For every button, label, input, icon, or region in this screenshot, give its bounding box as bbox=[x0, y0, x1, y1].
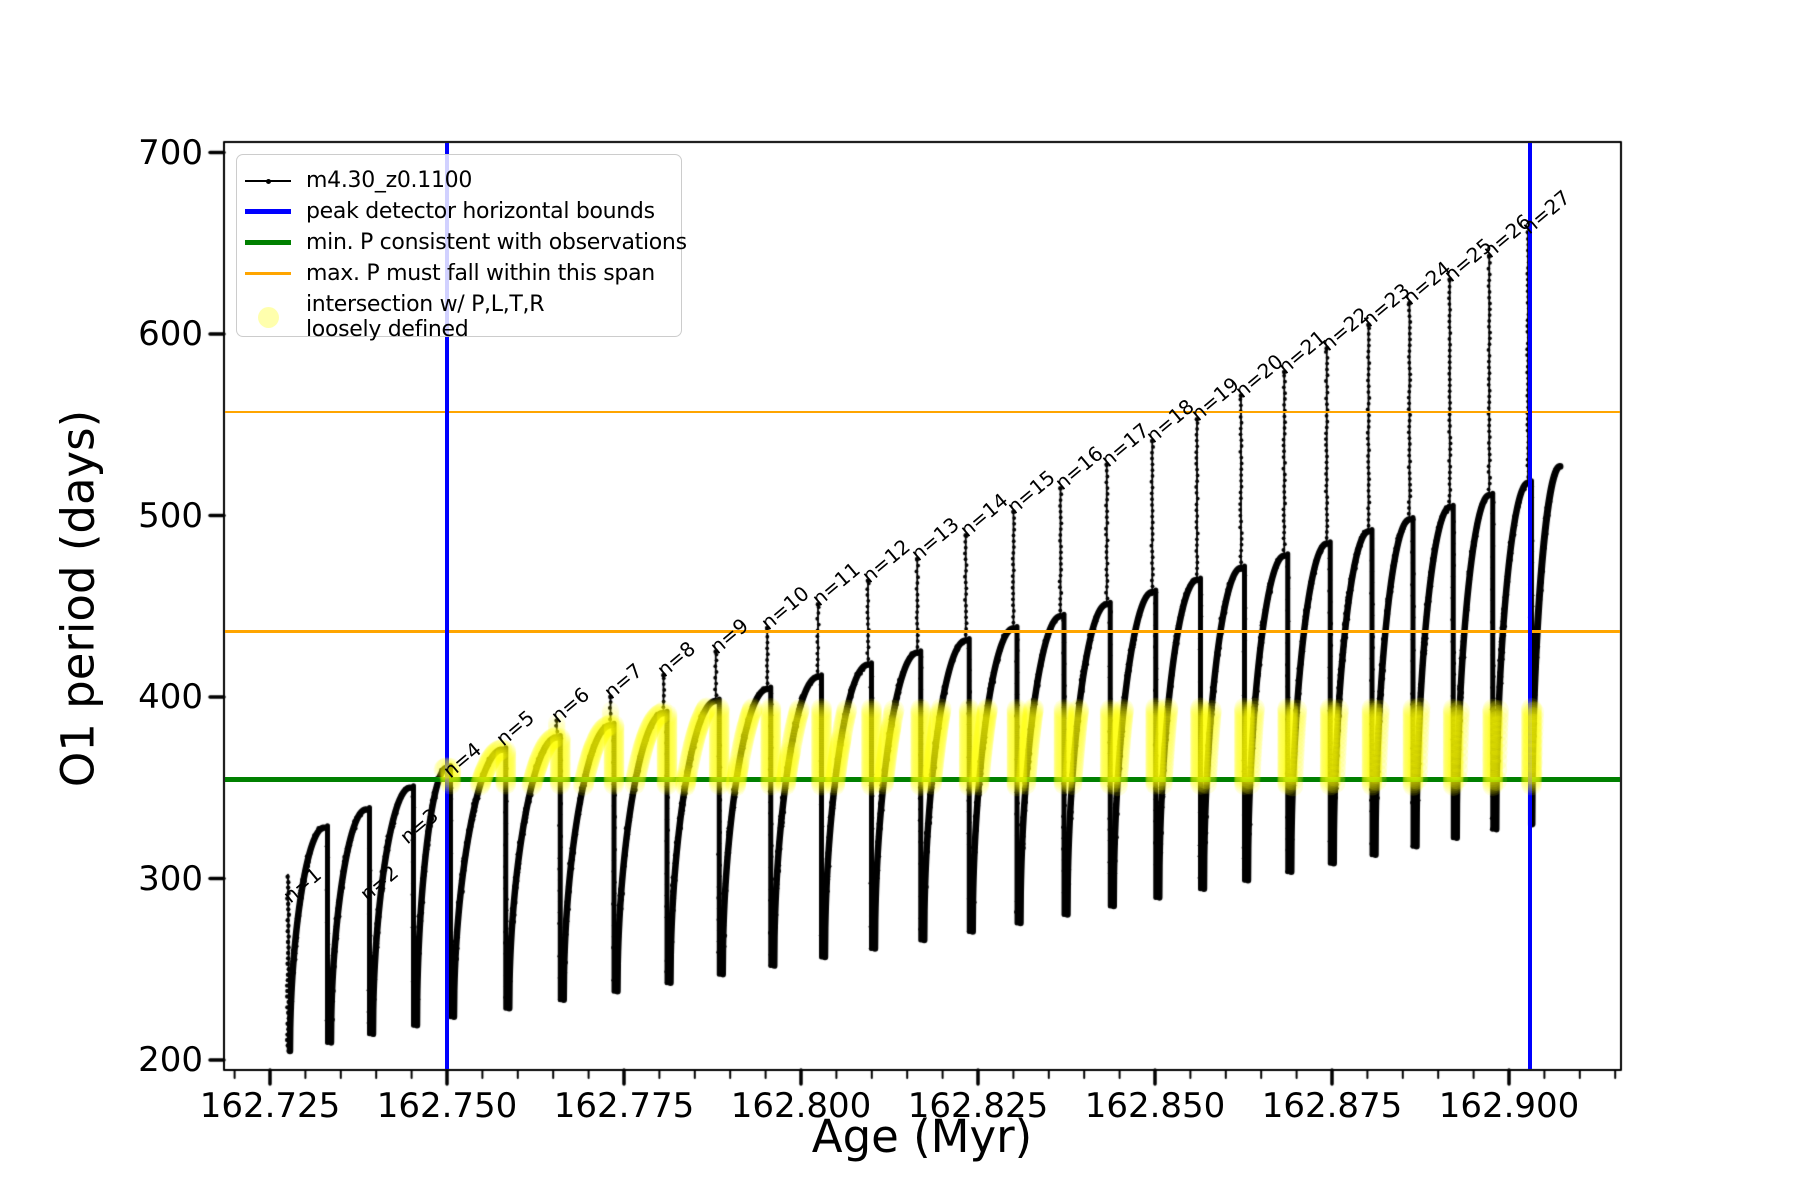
min-p-line bbox=[225, 777, 1620, 782]
intersection-swatch bbox=[257, 306, 279, 328]
y-tick-label: 700 bbox=[138, 132, 203, 173]
x-tick-label: 162.875 bbox=[1261, 1086, 1403, 1126]
legend-entry-peak-bounds: peak detector horizontal bounds bbox=[245, 196, 671, 227]
legend-label-series: m4.30_z0.1100 bbox=[306, 168, 473, 193]
max-p-swatch bbox=[245, 272, 291, 275]
min-p-swatch bbox=[245, 240, 291, 245]
max-p-span-high-line bbox=[225, 410, 1620, 414]
legend-label-intersection: intersection w/ P,L,T,R loosely defined bbox=[306, 292, 545, 342]
legend: m4.30_z0.1100 peak detector horizontal b… bbox=[236, 154, 687, 342]
x-tick-label: 162.725 bbox=[199, 1086, 341, 1126]
legend-label-min-p: min. P consistent with observations bbox=[306, 230, 687, 255]
legend-entry-intersection: intersection w/ P,L,T,R loosely defined bbox=[245, 289, 671, 345]
legend-label-peak-bounds: peak detector horizontal bounds bbox=[306, 199, 655, 224]
y-axis-label: O1 period (days) bbox=[51, 409, 105, 788]
y-tick-label: 600 bbox=[138, 314, 203, 354]
legend-label-max-p: max. P must fall within this span bbox=[306, 261, 655, 286]
series-line-swatch bbox=[245, 178, 291, 184]
peak-bounds-swatch bbox=[245, 209, 291, 214]
max-p-span-low-line bbox=[225, 630, 1620, 634]
legend-entry-series: m4.30_z0.1100 bbox=[245, 165, 671, 196]
y-tick-label: 300 bbox=[138, 858, 203, 899]
legend-entry-max-p: max. P must fall within this span bbox=[245, 258, 671, 289]
legend-entry-min-p: min. P consistent with observations bbox=[245, 227, 687, 258]
x-tick-label: 162.775 bbox=[553, 1086, 695, 1126]
peak-bound-right-line bbox=[1527, 143, 1533, 1069]
x-axis-label: Age (Myr) bbox=[811, 1110, 1033, 1163]
x-tick-label: 162.750 bbox=[376, 1086, 518, 1126]
x-tick-label: 162.900 bbox=[1438, 1086, 1580, 1126]
y-tick-label: 200 bbox=[138, 1040, 203, 1080]
